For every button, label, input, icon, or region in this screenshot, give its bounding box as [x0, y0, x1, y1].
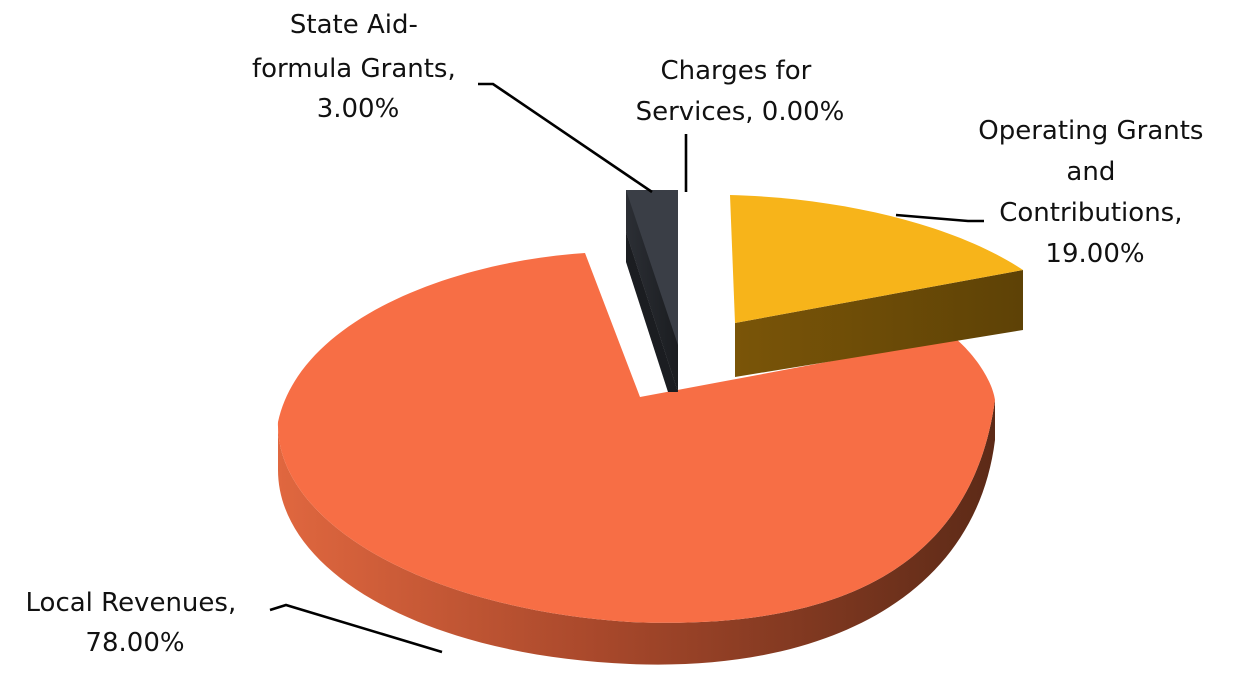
label-state-aid-line-1: State Aid-	[290, 10, 418, 40]
label-operating-line-3: Contributions,	[999, 198, 1182, 228]
label-local-line-2: 78.00%	[85, 628, 184, 658]
label-charges-line-2: Services, 0.00%	[636, 97, 845, 127]
label-operating-grants: Operating Grants and Contributions, 19.0…	[978, 116, 1212, 269]
slice-operating-grants-side	[735, 270, 1023, 377]
label-local-revenues: Local Revenues, 78.00%	[26, 588, 245, 658]
leader-line-operating-grants	[895, 213, 984, 223]
slice-operating-grants-top	[730, 195, 1023, 323]
leader-line-local-revenues	[269, 603, 443, 654]
label-state-aid: State Aid- formula Grants, 3.00%	[252, 10, 464, 124]
slice-local-revenues	[277, 253, 995, 665]
leader-line-state-aid	[478, 82, 653, 194]
label-charges-line-1: Charges for	[660, 56, 811, 86]
slice-state-aid-side	[626, 190, 678, 392]
label-local-line-1: Local Revenues,	[26, 588, 237, 618]
label-state-aid-line-3: 3.00%	[317, 94, 400, 124]
label-operating-line-1: Operating Grants	[978, 116, 1203, 146]
slice-state-aid	[626, 190, 678, 392]
slice-local-revenues-side	[277, 400, 995, 665]
slice-operating-grants	[730, 195, 1023, 377]
label-charges-for-services: Charges for Services, 0.00%	[636, 56, 845, 127]
label-operating-line-4: 19.00%	[1045, 239, 1144, 269]
slice-local-revenues-top	[277, 253, 995, 623]
slice-state-aid-edge	[626, 232, 678, 392]
label-state-aid-line-2: formula Grants,	[252, 54, 456, 84]
label-operating-line-2: and	[1066, 157, 1115, 187]
